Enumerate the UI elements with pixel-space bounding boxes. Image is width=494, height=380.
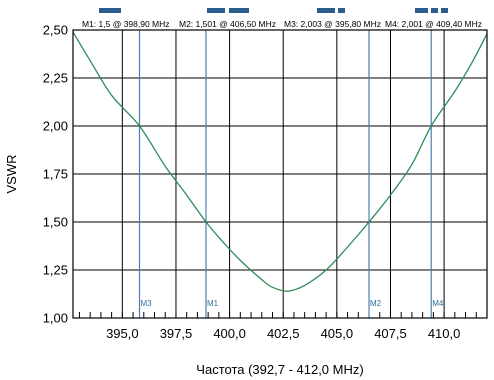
- marker-legend-bar: [229, 8, 249, 13]
- x-tick-label: 410,0: [428, 326, 461, 341]
- marker-headers: M1: 1,5 @ 398,90 MHz M2: 1,501 @ 406,50 M…: [82, 8, 482, 29]
- x-axis-title: Частота (392,7 - 412,0 MHz): [196, 362, 363, 377]
- marker-legend-bar: [431, 8, 438, 13]
- marker-readout: M2: 1,501 @ 406,50 MHz: [179, 19, 276, 29]
- marker-readout: M1: 1,5 @ 398,90 MHz: [82, 19, 170, 29]
- series-layer: [72, 31, 488, 292]
- y-tick-label: 2,25: [43, 71, 68, 86]
- marker-legend-bar: [317, 8, 335, 13]
- marker-label: M4: [432, 299, 444, 308]
- x-tick-label: 402,5: [267, 326, 300, 341]
- x-tick-label: 395,0: [106, 326, 139, 341]
- marker-lines: M1 M2 M3 M4: [138, 30, 444, 318]
- y-axis-title: VSWR: [4, 155, 19, 194]
- x-axis: 395,0 397,5 400,0 402,5 405,0 407,5 410,0: [106, 326, 460, 341]
- y-tick-label: 2,50: [43, 23, 68, 38]
- marker-legend-bar: [415, 8, 428, 13]
- y-axis: 1,00 1,25 1,50 1,75 2,00 2,25 2,50: [43, 23, 68, 326]
- y-tick-label: 2,00: [43, 119, 68, 134]
- vswr-series-line: [72, 31, 488, 292]
- marker-legend-bar: [99, 8, 121, 13]
- marker-label: M2: [370, 299, 382, 308]
- y-tick-label: 1,25: [43, 263, 68, 278]
- marker-label: M3: [140, 299, 152, 308]
- x-tick-label: 400,0: [213, 326, 246, 341]
- x-tick-label: 405,0: [321, 326, 354, 341]
- marker-legend-bar: [207, 8, 225, 13]
- marker-readout: M3: 2,003 @ 395,80 MHz: [284, 19, 381, 29]
- grid: [73, 29, 488, 319]
- marker-legend-bar: [441, 8, 448, 13]
- marker-readout: M4: 2,001 @ 409,40 MHz: [385, 19, 482, 29]
- x-tick-label: 397,5: [160, 326, 193, 341]
- y-tick-label: 1,00: [43, 311, 68, 326]
- plot-border: [72, 29, 488, 319]
- y-tick-label: 1,50: [43, 215, 68, 230]
- marker-label: M1: [207, 299, 219, 308]
- x-tick-label: 407,5: [374, 326, 407, 341]
- plot-frame: [72, 29, 488, 319]
- y-tick-label: 1,75: [43, 167, 68, 182]
- marker-legend-bar: [338, 8, 345, 13]
